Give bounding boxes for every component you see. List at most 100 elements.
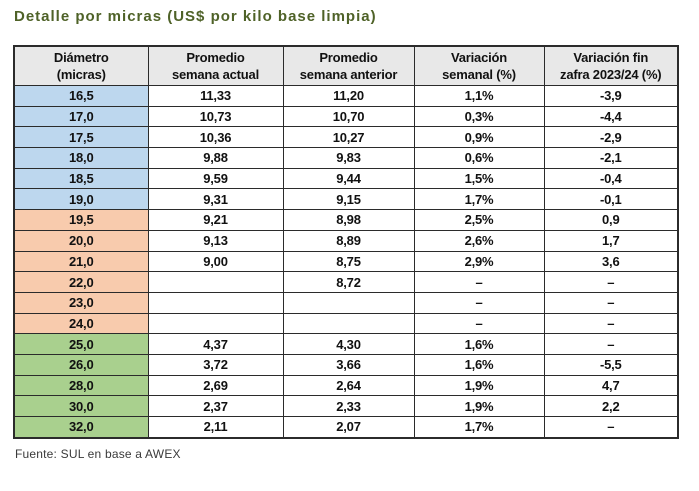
column-header-4: Variación fin zafra 2023/24 (%) bbox=[543, 45, 679, 86]
actual-cell: 11,33 bbox=[147, 85, 284, 107]
table-row: 19,0 9,31 9,15 1,7% -0,1 bbox=[13, 188, 679, 211]
var_zafra-cell: – bbox=[543, 291, 679, 314]
var_zafra-cell: -3,9 bbox=[543, 85, 679, 107]
diameter-cell: 17,5 bbox=[13, 126, 149, 149]
var_zafra-cell: 1,7 bbox=[543, 229, 679, 252]
anterior-cell: 2,64 bbox=[282, 374, 415, 397]
table-row: 26,0 3,72 3,66 1,6% -5,5 bbox=[13, 353, 679, 376]
actual-cell: 9,59 bbox=[147, 167, 284, 190]
actual-cell: 9,21 bbox=[147, 209, 284, 231]
anterior-cell: 8,89 bbox=[282, 229, 415, 252]
table-row: 19,5 9,21 8,98 2,5% 0,9 bbox=[13, 209, 679, 231]
anterior-cell: 8,75 bbox=[282, 250, 415, 273]
var_semanal-cell: 1,6% bbox=[413, 333, 545, 355]
var_zafra-cell: 3,6 bbox=[543, 250, 679, 273]
source-note: Fuente: SUL en base a AWEX bbox=[15, 447, 181, 461]
var_zafra-cell: -4,4 bbox=[543, 105, 679, 128]
var_semanal-cell: – bbox=[413, 291, 545, 314]
micron-price-table: Diámetro (micras) Promedio semana actual P… bbox=[13, 45, 679, 439]
var_semanal-cell: 1,9% bbox=[413, 395, 545, 417]
actual-cell: 2,69 bbox=[147, 374, 284, 397]
anterior-cell bbox=[282, 291, 415, 314]
var_semanal-cell: 2,6% bbox=[413, 229, 545, 252]
var_semanal-cell: 1,7% bbox=[413, 415, 545, 439]
var_semanal-cell: – bbox=[413, 271, 545, 293]
diameter-cell: 18,5 bbox=[13, 167, 149, 190]
actual-cell: 3,72 bbox=[147, 353, 284, 376]
diameter-cell: 17,0 bbox=[13, 105, 149, 128]
diameter-cell: 26,0 bbox=[13, 353, 149, 376]
table-row: 18,5 9,59 9,44 1,5% -0,4 bbox=[13, 167, 679, 190]
column-header-3: Variación semanal (%) bbox=[413, 45, 545, 86]
table-row: 24,0 – – bbox=[13, 312, 679, 335]
table-body: 16,5 11,33 11,20 1,1% -3,9 17,0 10,73 10,70 0,3%… bbox=[13, 85, 679, 439]
table-row: 20,0 9,13 8,89 2,6% 1,7 bbox=[13, 229, 679, 252]
var_zafra-cell: – bbox=[543, 271, 679, 293]
actual-cell: 9,00 bbox=[147, 250, 284, 273]
diameter-cell: 23,0 bbox=[13, 291, 149, 314]
diameter-cell: 21,0 bbox=[13, 250, 149, 273]
anterior-cell: 10,27 bbox=[282, 126, 415, 149]
actual-cell: 2,37 bbox=[147, 395, 284, 417]
column-header-0: Diámetro (micras) bbox=[13, 45, 149, 86]
page-title: Detalle por micras (US$ por kilo base li… bbox=[14, 8, 377, 25]
diameter-cell: 28,0 bbox=[13, 374, 149, 397]
table-row: 25,0 4,37 4,30 1,6% – bbox=[13, 333, 679, 355]
anterior-cell: 9,83 bbox=[282, 147, 415, 169]
table-row: 30,0 2,37 2,33 1,9% 2,2 bbox=[13, 395, 679, 417]
var_semanal-cell: 1,9% bbox=[413, 374, 545, 397]
anterior-cell: 9,15 bbox=[282, 188, 415, 211]
var_semanal-cell: 1,1% bbox=[413, 85, 545, 107]
table-row: 16,5 11,33 11,20 1,1% -3,9 bbox=[13, 85, 679, 107]
table-header-row: Diámetro (micras) Promedio semana actual P… bbox=[13, 45, 679, 86]
var_zafra-cell: 4,7 bbox=[543, 374, 679, 397]
table-row: 23,0 – – bbox=[13, 291, 679, 314]
diameter-cell: 30,0 bbox=[13, 395, 149, 417]
var_zafra-cell: -2,1 bbox=[543, 147, 679, 169]
var_semanal-cell: 1,7% bbox=[413, 188, 545, 211]
anterior-cell: 11,20 bbox=[282, 85, 415, 107]
var_zafra-cell: -0,1 bbox=[543, 188, 679, 211]
var_zafra-cell: -0,4 bbox=[543, 167, 679, 190]
diameter-cell: 22,0 bbox=[13, 271, 149, 293]
actual-cell: 10,73 bbox=[147, 105, 284, 128]
actual-cell bbox=[147, 312, 284, 335]
diameter-cell: 18,0 bbox=[13, 147, 149, 169]
anterior-cell bbox=[282, 312, 415, 335]
actual-cell: 9,88 bbox=[147, 147, 284, 169]
table-header: Diámetro (micras) Promedio semana actual P… bbox=[13, 45, 679, 86]
diameter-cell: 20,0 bbox=[13, 229, 149, 252]
table-row: 22,0 8,72– – bbox=[13, 271, 679, 293]
var_semanal-cell: – bbox=[413, 312, 545, 335]
actual-cell: 9,13 bbox=[147, 229, 284, 252]
actual-cell: 10,36 bbox=[147, 126, 284, 149]
table-row: 18,0 9,88 9,83 0,6% -2,1 bbox=[13, 147, 679, 169]
var_zafra-cell: 2,2 bbox=[543, 395, 679, 417]
anterior-cell: 8,72 bbox=[282, 271, 415, 293]
diameter-cell: 16,5 bbox=[13, 85, 149, 107]
var_zafra-cell: -2,9 bbox=[543, 126, 679, 149]
var_zafra-cell: 0,9 bbox=[543, 209, 679, 231]
var_semanal-cell: 1,6% bbox=[413, 353, 545, 376]
var_semanal-cell: 2,9% bbox=[413, 250, 545, 273]
anterior-cell: 4,30 bbox=[282, 333, 415, 355]
anterior-cell: 10,70 bbox=[282, 105, 415, 128]
var_zafra-cell: – bbox=[543, 312, 679, 335]
diameter-cell: 32,0 bbox=[13, 415, 149, 439]
table-row: 17,0 10,73 10,70 0,3% -4,4 bbox=[13, 105, 679, 128]
table-row: 32,0 2,11 2,07 1,7% – bbox=[13, 415, 679, 439]
diameter-cell: 25,0 bbox=[13, 333, 149, 355]
column-header-2: Promedio semana anterior bbox=[282, 45, 415, 86]
anterior-cell: 3,66 bbox=[282, 353, 415, 376]
diameter-cell: 19,0 bbox=[13, 188, 149, 211]
table-row: 21,0 9,00 8,75 2,9% 3,6 bbox=[13, 250, 679, 273]
var_zafra-cell: – bbox=[543, 415, 679, 439]
var_zafra-cell: -5,5 bbox=[543, 353, 679, 376]
diameter-cell: 19,5 bbox=[13, 209, 149, 231]
table-row: 28,0 2,69 2,64 1,9% 4,7 bbox=[13, 374, 679, 397]
actual-cell: 9,31 bbox=[147, 188, 284, 211]
var_semanal-cell: 2,5% bbox=[413, 209, 545, 231]
var_semanal-cell: 1,5% bbox=[413, 167, 545, 190]
actual-cell: 4,37 bbox=[147, 333, 284, 355]
